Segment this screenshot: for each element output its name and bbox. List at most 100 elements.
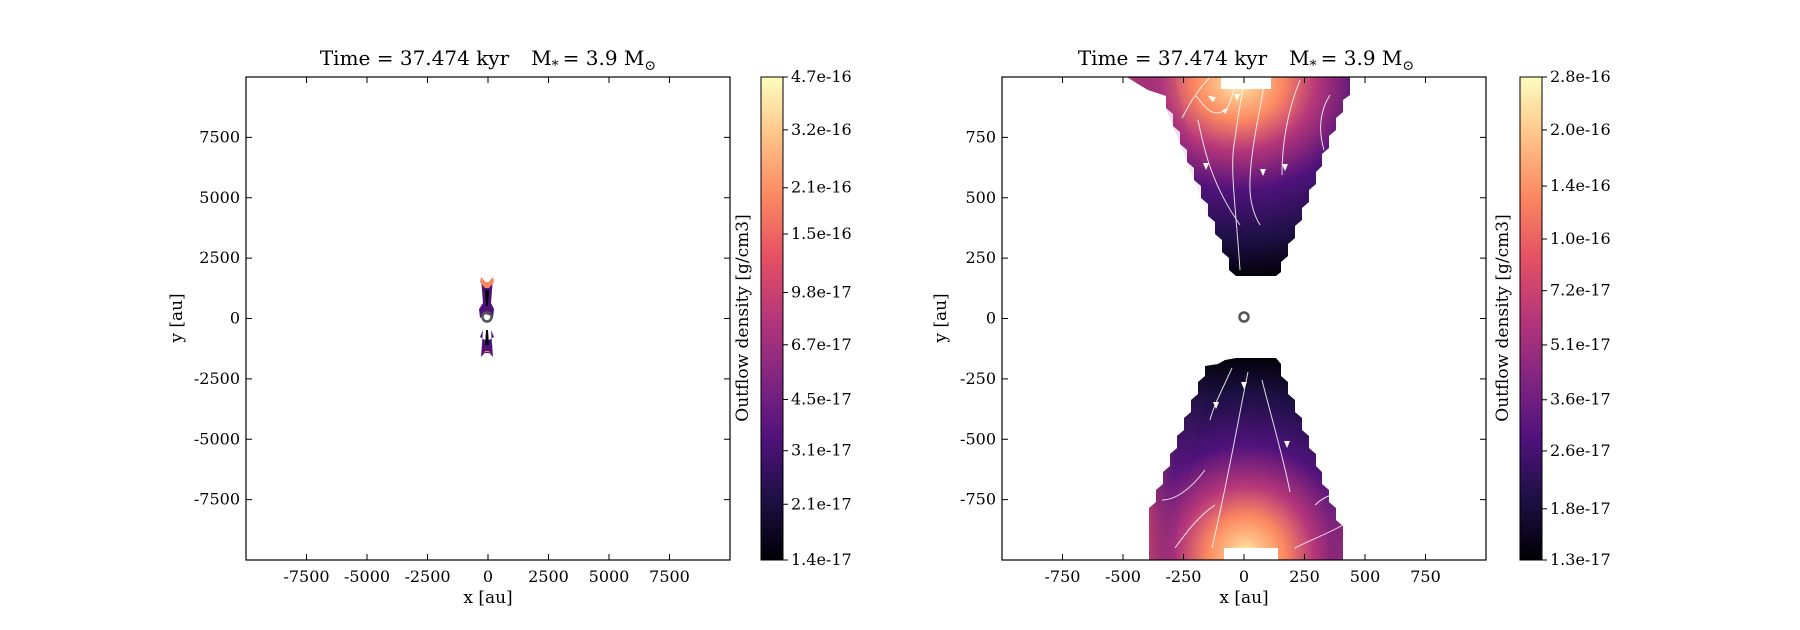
streamline-8: [1209, 367, 1233, 421]
right-colorbar-tick-label: 2.6e-17: [1550, 441, 1611, 460]
right-ylabel: y [au]: [931, 293, 951, 343]
right-xtick-label: 250: [1289, 567, 1320, 586]
right-xlabel: x [au]: [1219, 588, 1268, 608]
right-ytick-label: 0: [986, 309, 996, 328]
streamline-13: [1294, 524, 1344, 549]
left-colorbar-tick-label: 3.1e-17: [791, 441, 852, 460]
streamline-9: [1211, 371, 1249, 549]
streamline-6: [1281, 79, 1301, 176]
right-xtick-label: -750: [1045, 567, 1081, 586]
left-xtick-label: -7500: [283, 567, 329, 586]
left-colorbar-tick-label: 4.5e-17: [791, 389, 852, 408]
right-title-time: Time = 37.474 kyr: [1078, 46, 1268, 70]
left-colorbar: [760, 76, 784, 561]
stream-arrow-5: [1282, 164, 1288, 171]
left-outflow-lower-core: [485, 330, 489, 345]
streamline-7: [1320, 94, 1331, 151]
right-title-mass-sub: *: [1310, 58, 1317, 74]
right-colorbar: [1519, 76, 1543, 561]
right-colorbar-tick-label: 1.4e-16: [1550, 176, 1611, 195]
right-colorbar-ticks: 1.3e-17 1.8e-17 2.6e-17 3.6e-17 5.1e-17 7.2e-…: [1542, 67, 1611, 569]
left-ytick-label: -5000: [194, 429, 240, 448]
right-colorbar-tick-label: 2.8e-16: [1550, 67, 1611, 86]
left-ytick-label: 5000: [199, 188, 240, 207]
stream-arrow-4: [1260, 169, 1266, 176]
right-colorbar-tick-label: 1.8e-17: [1550, 499, 1611, 518]
left-ytick-label: 7500: [199, 127, 240, 146]
left-ytick-label: 2500: [199, 248, 240, 267]
left-star-marker: [481, 311, 493, 323]
left-colorbar-ticks: 1.4e-17 2.1e-17 3.1e-17 4.5e-17 6.7e-17 9.8e-…: [783, 67, 852, 569]
left-xtick-label: 2500: [528, 567, 569, 586]
streamline-12: [1174, 504, 1216, 549]
right-outflow-lower-glow-right: [1302, 430, 1343, 560]
left-xtick-label: 5000: [589, 567, 630, 586]
right-star-marker: [1238, 311, 1250, 323]
left-title-mass-value-sub: ⊙: [644, 58, 656, 74]
right-colorbar-tick-label: 3.6e-17: [1550, 390, 1611, 409]
left-colorbar-tick-label: 2.1e-17: [791, 494, 852, 513]
right-outflow-upper-glow-left: [1127, 77, 1229, 270]
right-ytick-label: 500: [965, 188, 996, 207]
right-ytick-label: 750: [965, 127, 996, 146]
left-xtick-label: 0: [483, 567, 493, 586]
left-title-mass-sub: *: [552, 58, 559, 74]
left-outflow-lower-rim: [481, 351, 493, 357]
left-xtick-label: -5000: [344, 567, 390, 586]
left-y-ticks: 7500 5000 2500 0 -2500 -5000 -7500: [194, 127, 730, 509]
left-colorbar-tick-label: 3.2e-16: [791, 120, 852, 139]
left-title: Time = 37.474 kyr M* = 3.9 M⊙: [320, 46, 656, 74]
streamline-5: [1249, 79, 1266, 226]
left-colorbar-tick-label: 2.1e-16: [791, 178, 852, 197]
right-panel: Time = 37.474 kyr M* = 3.9 M⊙: [931, 46, 1611, 608]
right-title: Time = 37.474 kyr M* = 3.9 M⊙: [1078, 46, 1414, 74]
left-xlabel: x [au]: [463, 588, 512, 608]
right-outflow-lower-notch: [1224, 548, 1278, 560]
streamline-14: [1314, 493, 1337, 506]
right-y-ticks: 750 500 250 0 -250 -500 -750: [960, 127, 1486, 509]
right-title-mass: M: [1289, 46, 1309, 70]
left-x-ticks: -7500 -5000 -2500 0 2500 5000 7500: [283, 77, 690, 586]
right-ytick-label: -500: [960, 429, 996, 448]
right-colorbar-tick-label: 1.3e-17: [1550, 550, 1611, 569]
right-colorbar-tick-label: 5.1e-17: [1550, 335, 1611, 354]
right-xtick-label: -500: [1105, 567, 1141, 586]
right-xtick-label: 500: [1350, 567, 1381, 586]
left-outflow-upper-rim: [480, 277, 494, 288]
left-axes-frame: [245, 76, 731, 561]
left-panel: Time = 37.474 kyr M* = 3.9 M⊙ -7500 -5000 -2…: [167, 46, 852, 608]
left-colorbar-tick-label: 6.7e-17: [791, 335, 852, 354]
right-x-ticks: -750 -500 -250 0 250 500 750: [1045, 77, 1441, 586]
left-colorbar-label: Outflow density [g/cm3]: [733, 214, 753, 421]
right-xtick-label: 0: [1239, 567, 1249, 586]
left-heatmap: [479, 277, 494, 357]
stream-arrow-7: [1213, 402, 1219, 409]
left-xtick-label: -2500: [404, 567, 450, 586]
right-outflow-lower-glow-left: [1149, 364, 1218, 560]
left-ytick-label: 0: [230, 309, 240, 328]
right-xtick-label: 750: [1410, 567, 1441, 586]
right-colorbar-tick-label: 1.0e-16: [1550, 229, 1611, 248]
left-outflow-upper-core: [485, 290, 489, 306]
stream-arrow-8: [1284, 441, 1290, 448]
stream-arrow-2: [1234, 94, 1240, 101]
right-title-mass-value: = 3.9 M: [1321, 46, 1403, 70]
streamline-3: [1197, 119, 1241, 226]
right-colorbar-label: Outflow density [g/cm3]: [1493, 214, 1513, 421]
left-colorbar-tick-label: 9.8e-17: [791, 283, 852, 302]
left-ytick-label: -7500: [194, 490, 240, 509]
right-ytick-label: 250: [965, 248, 996, 267]
right-xtick-label: -250: [1166, 567, 1202, 586]
left-title-mass: M: [531, 46, 551, 70]
right-ytick-label: -750: [960, 490, 996, 509]
stream-arrow-3: [1203, 163, 1209, 170]
right-ytick-label: -250: [960, 369, 996, 388]
right-outflow-upper-notch: [1221, 77, 1271, 89]
left-colorbar-tick-label: 1.5e-16: [791, 224, 852, 243]
left-ytick-label: -2500: [194, 369, 240, 388]
stream-arrow-1: [1208, 96, 1216, 102]
left-ylabel: y [au]: [167, 293, 187, 343]
right-stream-arrows: [1203, 94, 1290, 448]
left-colorbar-tick-label: 1.4e-17: [791, 550, 852, 569]
